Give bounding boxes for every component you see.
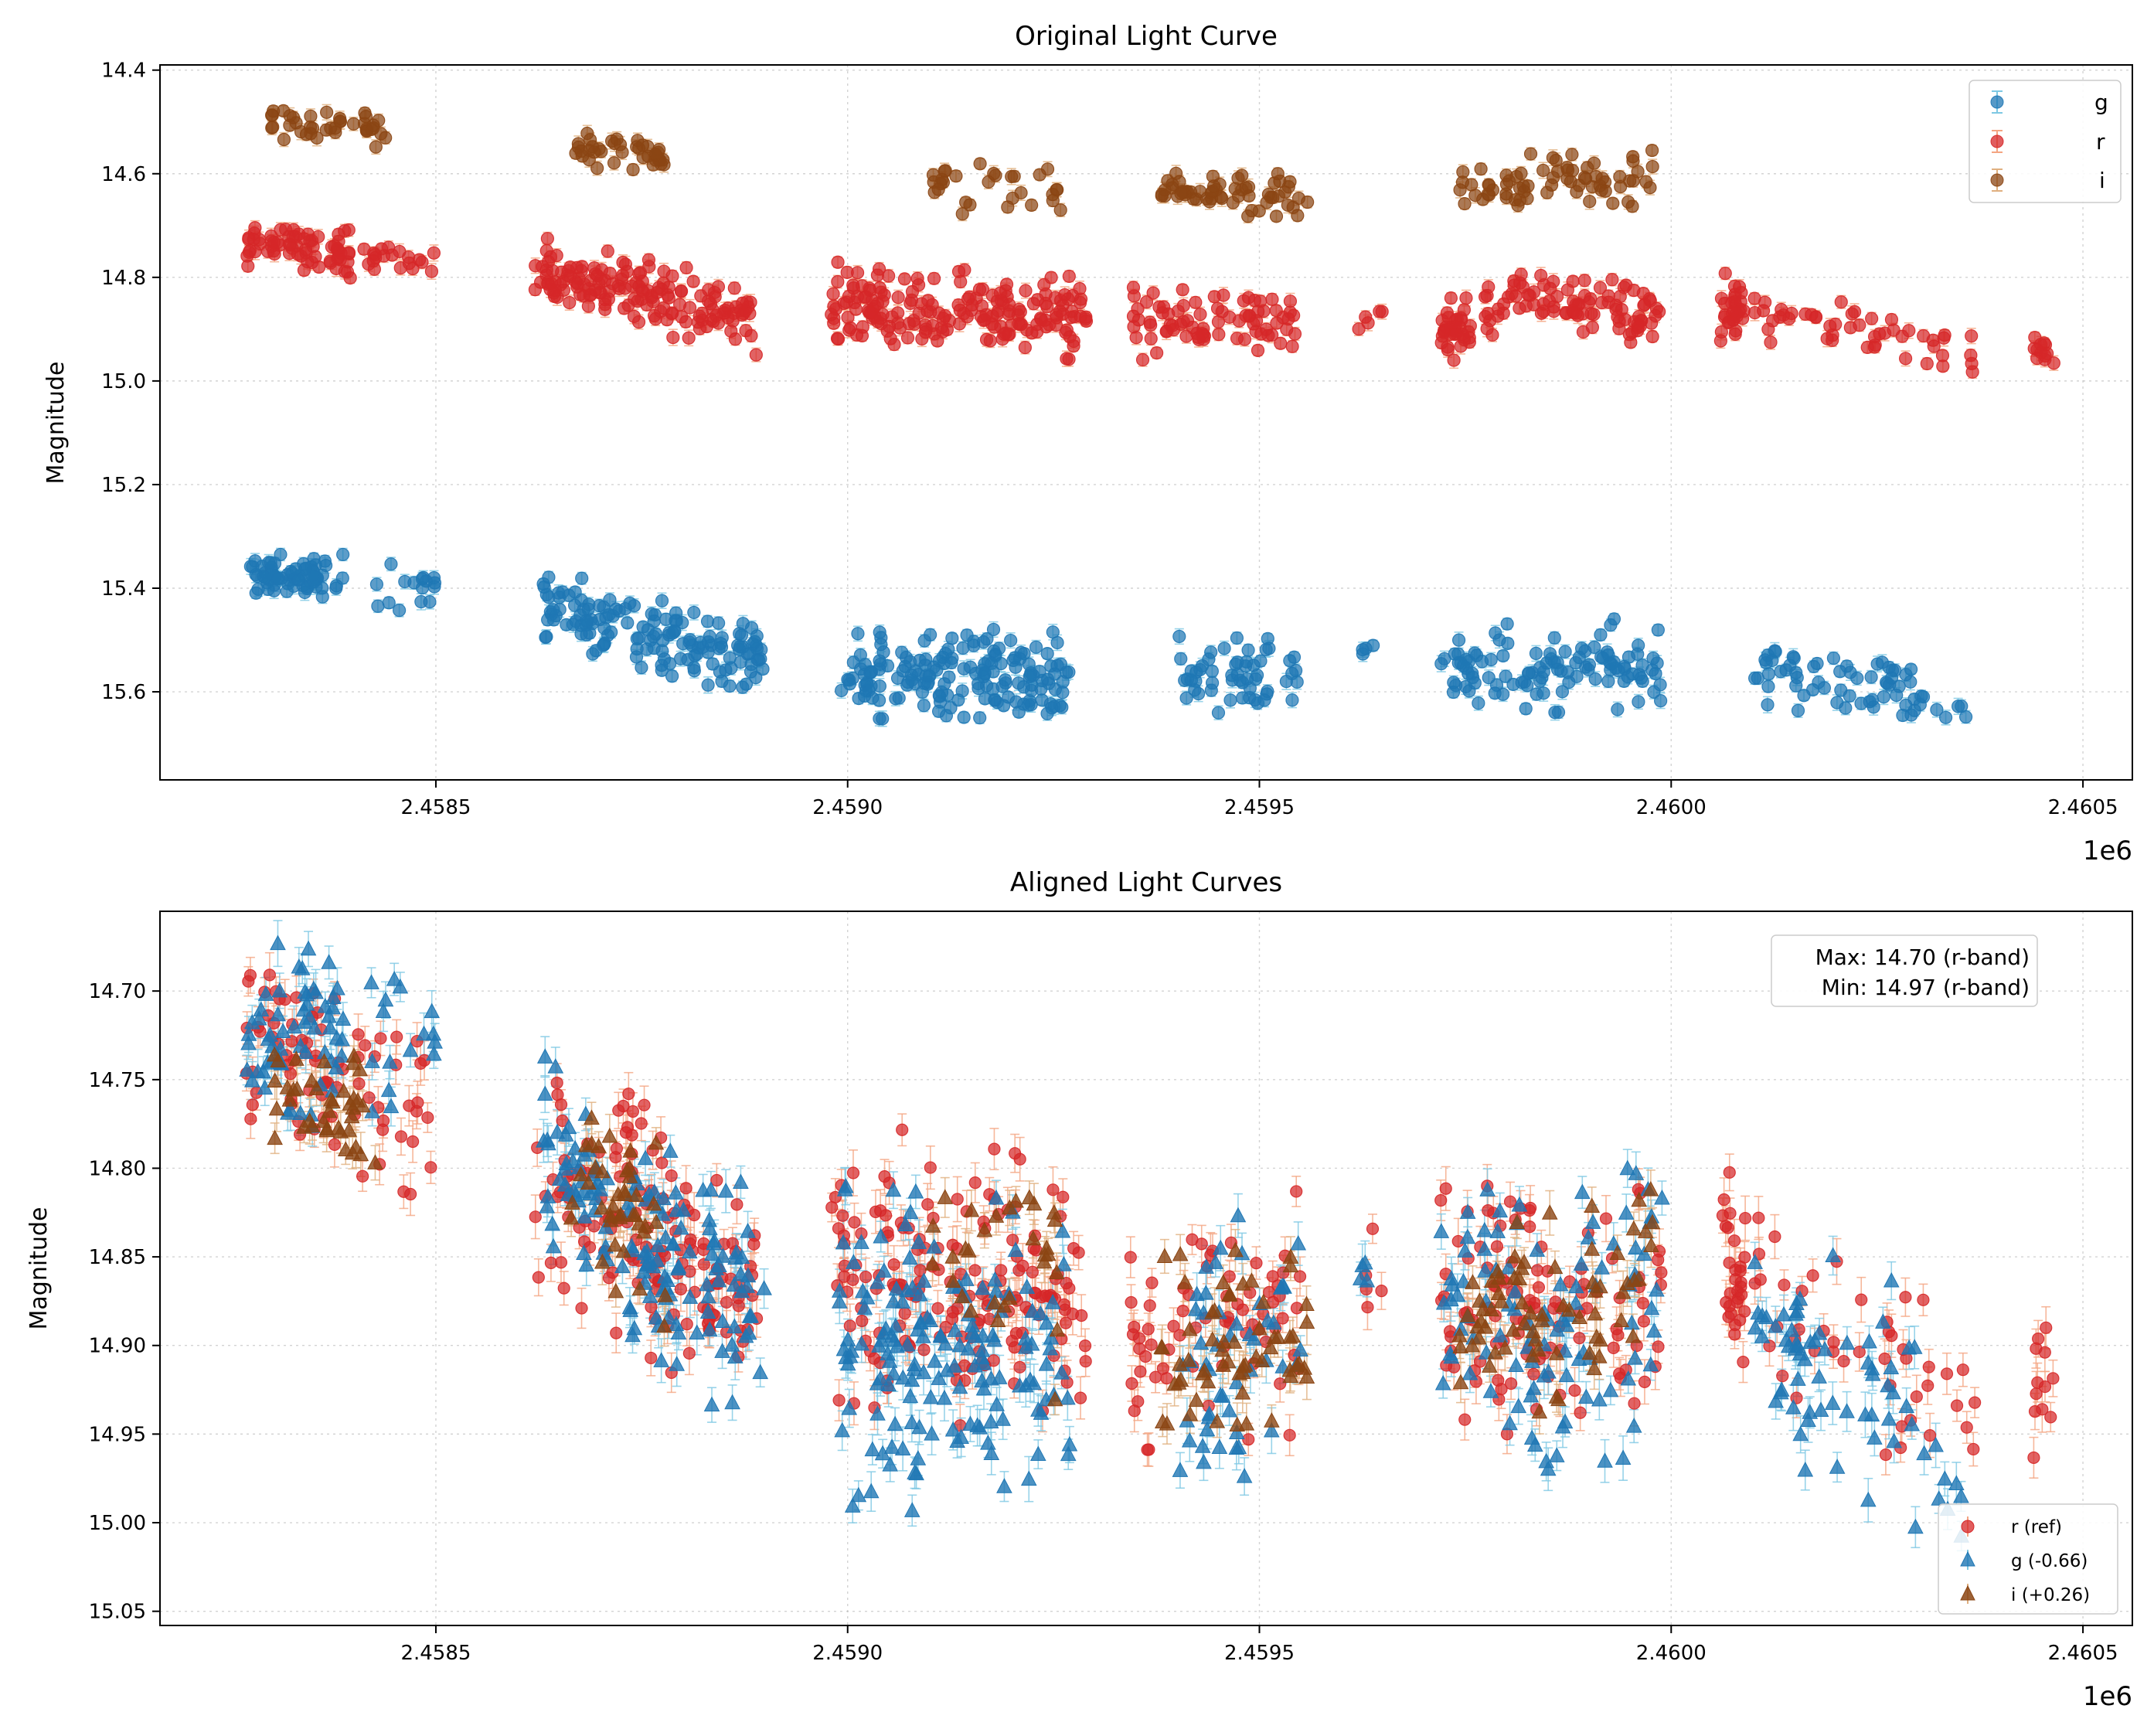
data-point-g [246,560,260,574]
data-point-g [369,577,384,591]
data-point-g [307,552,321,566]
data-point-g [371,599,385,613]
data-point-g [258,570,272,584]
data-point-g [415,572,430,586]
data-point-g [249,586,263,600]
data-point-g [315,581,329,595]
data-point-g [423,595,437,609]
data-point-g [271,572,285,586]
panel-1-grid [160,65,2132,780]
panel-1-data-points [240,104,2060,726]
panel-1-title: Original Light Curve [1015,21,1278,52]
data-point-g [382,596,396,610]
data-point-g [336,547,350,562]
data-point-g [264,556,277,570]
data-point-g [398,574,412,589]
data-point-g [329,579,343,593]
data-point-g [427,576,442,590]
original-light-curve-panel: Original Light Curve 2.4585 2.4590 2.4595 2… [43,21,2133,866]
data-point-g [384,557,398,571]
data-point-g [289,562,303,576]
data-point-g [621,616,635,630]
data-point-g [393,604,407,618]
data-point-g [274,547,288,562]
